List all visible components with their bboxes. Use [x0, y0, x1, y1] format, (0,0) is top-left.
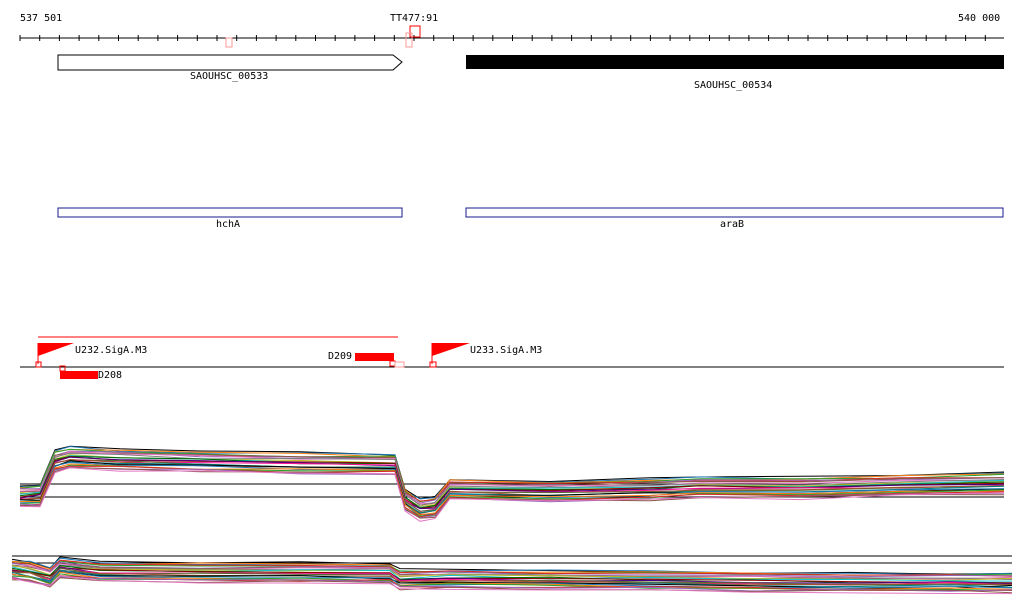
expression-trace [19, 452, 1005, 506]
expression-lines-1 [19, 445, 1005, 522]
expression-track-2 [11, 555, 1013, 595]
expression-track-1 [19, 445, 1005, 522]
expression-trace [11, 559, 1013, 577]
terminator-marker[interactable] [409, 25, 421, 38]
promoter-label-1: U232.SigA.M3 [75, 345, 148, 356]
expression-trace [19, 463, 1005, 516]
expression-trace [11, 563, 1013, 580]
expression-trace [19, 445, 1005, 500]
segment-d209-label: D209 [328, 351, 353, 362]
ruler-ticks [19, 35, 986, 41]
ruler-end-label: 540 000 [958, 13, 1001, 24]
expression-trace [20, 450, 1005, 504]
promoter-label-2: U233.SigA.M3 [470, 345, 543, 356]
feature-track [20, 336, 1004, 379]
gene-locus-label-2: SAOUHSC_00534 [694, 80, 773, 91]
terminator-marker-shadow [405, 32, 413, 48]
gene-name-label-1: hchA [216, 219, 241, 230]
gene-arrow-forward[interactable] [57, 54, 403, 71]
gene-name-track [57, 207, 1004, 218]
expression-trace [19, 465, 1005, 518]
gene-name-box-hcha[interactable] [57, 207, 403, 218]
gene-track [57, 54, 1004, 71]
expression-trace [19, 467, 1005, 522]
coordinate-ruler [19, 25, 1004, 48]
expression-lines-2 [11, 556, 1013, 595]
segment-d209-bar[interactable] [355, 353, 394, 361]
segment-d208-bar[interactable] [60, 371, 98, 379]
ruler-start-label: 537 501 [20, 13, 63, 24]
gene-bar-reverse[interactable] [466, 55, 1004, 69]
terminator-label[interactable]: TT477:91 [390, 13, 439, 24]
expression-trace [11, 571, 1013, 589]
expression-trace [11, 561, 1013, 578]
expression-trace [11, 575, 1013, 595]
ruler-highlight-marker[interactable] [225, 37, 233, 48]
gene-locus-label-1: SAOUHSC_00533 [190, 71, 269, 82]
promoter-flag-1[interactable] [38, 343, 74, 356]
segment-d208-label: D208 [98, 370, 123, 381]
gene-name-label-2: araB [720, 219, 745, 230]
expression-trace [20, 461, 1005, 517]
expression-trace [19, 451, 1005, 505]
promoter-flag-2[interactable] [432, 343, 470, 356]
gene-name-box-arab[interactable] [465, 207, 1004, 218]
